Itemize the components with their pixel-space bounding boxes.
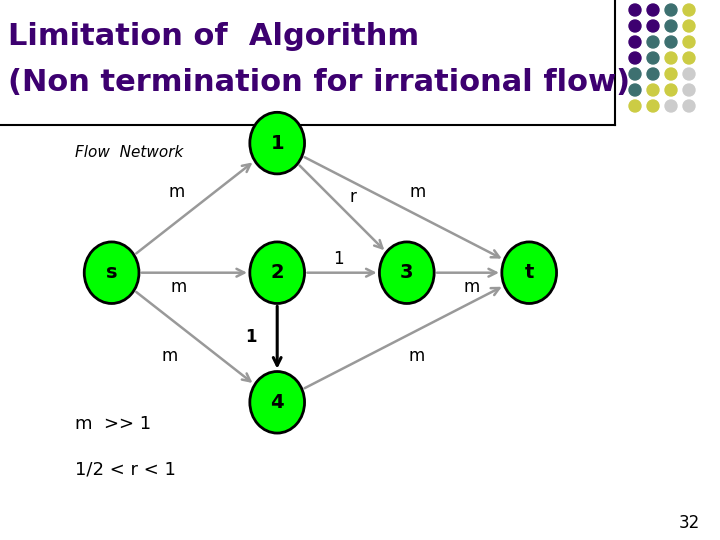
Circle shape bbox=[683, 20, 695, 32]
Circle shape bbox=[683, 100, 695, 112]
Text: m: m bbox=[168, 183, 184, 201]
Text: 1/2 < r < 1: 1/2 < r < 1 bbox=[75, 460, 176, 478]
Circle shape bbox=[665, 36, 677, 48]
FancyArrowPatch shape bbox=[305, 288, 500, 388]
Text: 2: 2 bbox=[271, 263, 284, 282]
Text: 1: 1 bbox=[333, 250, 343, 268]
Text: s: s bbox=[106, 263, 117, 282]
FancyArrowPatch shape bbox=[305, 157, 500, 258]
Ellipse shape bbox=[502, 242, 557, 303]
FancyArrowPatch shape bbox=[274, 306, 281, 366]
Text: 3: 3 bbox=[400, 263, 413, 282]
Ellipse shape bbox=[379, 242, 434, 303]
Circle shape bbox=[647, 20, 659, 32]
FancyArrowPatch shape bbox=[142, 269, 244, 276]
Circle shape bbox=[665, 4, 677, 16]
Text: m: m bbox=[171, 278, 186, 296]
Text: Limitation of  Algorithm: Limitation of Algorithm bbox=[8, 22, 419, 51]
Text: t: t bbox=[524, 263, 534, 282]
Circle shape bbox=[647, 36, 659, 48]
FancyArrowPatch shape bbox=[136, 292, 251, 381]
Text: (Non termination for irrational flow): (Non termination for irrational flow) bbox=[8, 68, 630, 97]
Ellipse shape bbox=[250, 112, 305, 174]
Text: 1: 1 bbox=[245, 328, 256, 347]
Text: 32: 32 bbox=[679, 514, 700, 532]
Text: 4: 4 bbox=[271, 393, 284, 412]
Circle shape bbox=[683, 52, 695, 64]
Circle shape bbox=[629, 20, 641, 32]
Ellipse shape bbox=[250, 372, 305, 433]
Circle shape bbox=[647, 52, 659, 64]
Circle shape bbox=[665, 20, 677, 32]
Circle shape bbox=[629, 100, 641, 112]
Circle shape bbox=[647, 4, 659, 16]
Text: m: m bbox=[408, 347, 424, 366]
Circle shape bbox=[629, 84, 641, 96]
Text: m: m bbox=[161, 347, 177, 366]
Ellipse shape bbox=[250, 242, 305, 303]
Circle shape bbox=[683, 4, 695, 16]
Ellipse shape bbox=[84, 242, 139, 303]
Circle shape bbox=[665, 84, 677, 96]
Circle shape bbox=[629, 52, 641, 64]
Circle shape bbox=[665, 52, 677, 64]
Text: m  >> 1: m >> 1 bbox=[75, 415, 151, 433]
FancyArrowPatch shape bbox=[307, 269, 374, 276]
Text: m: m bbox=[464, 278, 480, 296]
Circle shape bbox=[647, 84, 659, 96]
Text: 1: 1 bbox=[271, 133, 284, 153]
Circle shape bbox=[683, 84, 695, 96]
Circle shape bbox=[629, 68, 641, 80]
Circle shape bbox=[629, 36, 641, 48]
FancyArrowPatch shape bbox=[437, 269, 496, 276]
Circle shape bbox=[647, 100, 659, 112]
FancyArrowPatch shape bbox=[300, 166, 382, 248]
Circle shape bbox=[665, 68, 677, 80]
Text: Flow  Network: Flow Network bbox=[75, 145, 184, 160]
Circle shape bbox=[629, 4, 641, 16]
Text: r: r bbox=[349, 188, 356, 206]
Circle shape bbox=[647, 68, 659, 80]
Circle shape bbox=[683, 36, 695, 48]
Circle shape bbox=[665, 100, 677, 112]
FancyArrowPatch shape bbox=[136, 164, 251, 253]
Text: m: m bbox=[410, 183, 426, 201]
Circle shape bbox=[683, 68, 695, 80]
